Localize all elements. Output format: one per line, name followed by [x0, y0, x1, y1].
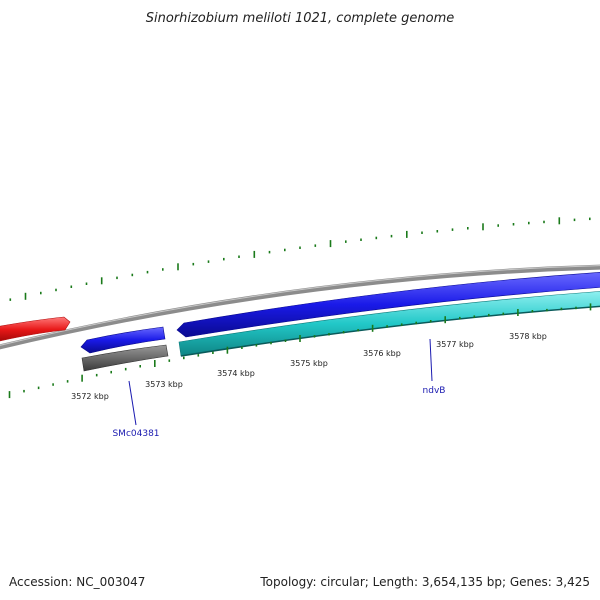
- backbone-highlight: [0, 265, 600, 346]
- gene-label-ndvb[interactable]: ndvB: [423, 386, 446, 396]
- blue-feature-ndvb: [176, 272, 600, 338]
- backbone-track: [0, 264, 600, 350]
- tick-label-3575: 3575 kbp: [290, 359, 328, 368]
- gene-leader-ndvb: [429, 338, 433, 382]
- tick-label-3576: 3576 kbp: [363, 349, 401, 358]
- gene-leader-smc04381: [128, 380, 137, 426]
- genome-summary-text: Topology: circular; Length: 3,654,135 bp…: [259, 575, 590, 589]
- gray-feature: [81, 344, 169, 372]
- tick-label-3572: 3572 kbp: [71, 392, 109, 401]
- lower-tick-ring: [8, 303, 592, 399]
- blue-feature-short: [80, 326, 166, 354]
- tick-label-3573: 3573 kbp: [145, 380, 183, 389]
- upper-tick-ring: [9, 217, 591, 301]
- tick-label-3577: 3577 kbp: [436, 340, 474, 349]
- cyan-feature-shadow: [180, 305, 600, 357]
- accession-text: Accession: NC_003047: [9, 575, 145, 589]
- red-feature-arrow: [0, 316, 71, 342]
- tick-label-3578: 3578 kbp: [509, 332, 547, 341]
- tick-labels: 3572 kbp 3573 kbp 3574 kbp 3575 kbp 3576…: [71, 332, 547, 401]
- map-title: Sinorhizobium meliloti 1021, complete ge…: [146, 11, 455, 26]
- gene-label-smc04381[interactable]: SMc04381: [112, 429, 159, 439]
- tick-label-3574: 3574 kbp: [217, 369, 255, 378]
